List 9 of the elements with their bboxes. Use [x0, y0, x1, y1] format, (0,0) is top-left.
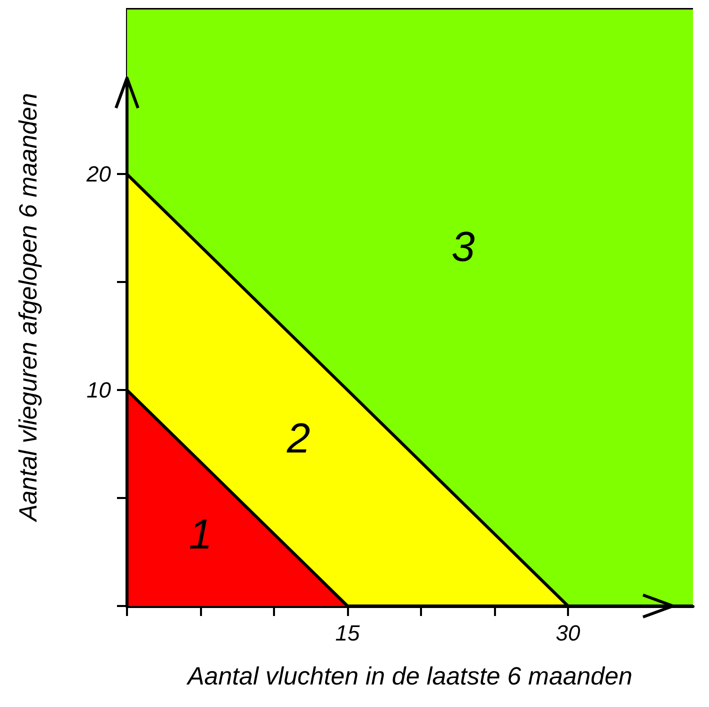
- series-label: 3: [452, 222, 475, 270]
- x-tick-label: 30: [556, 620, 582, 646]
- x-tick-label: 15: [335, 620, 361, 646]
- y-tick-label: 10: [86, 378, 112, 403]
- series-label: 2: [286, 414, 310, 462]
- x-axis-title: Aantal vluchten in de laatste 6 maanden: [186, 662, 632, 690]
- y-axis-title: Aantal vlieguren afgelopen 6 maanden: [14, 92, 42, 524]
- series-label: 1: [188, 510, 212, 558]
- y-tick-label: 20: [86, 162, 112, 187]
